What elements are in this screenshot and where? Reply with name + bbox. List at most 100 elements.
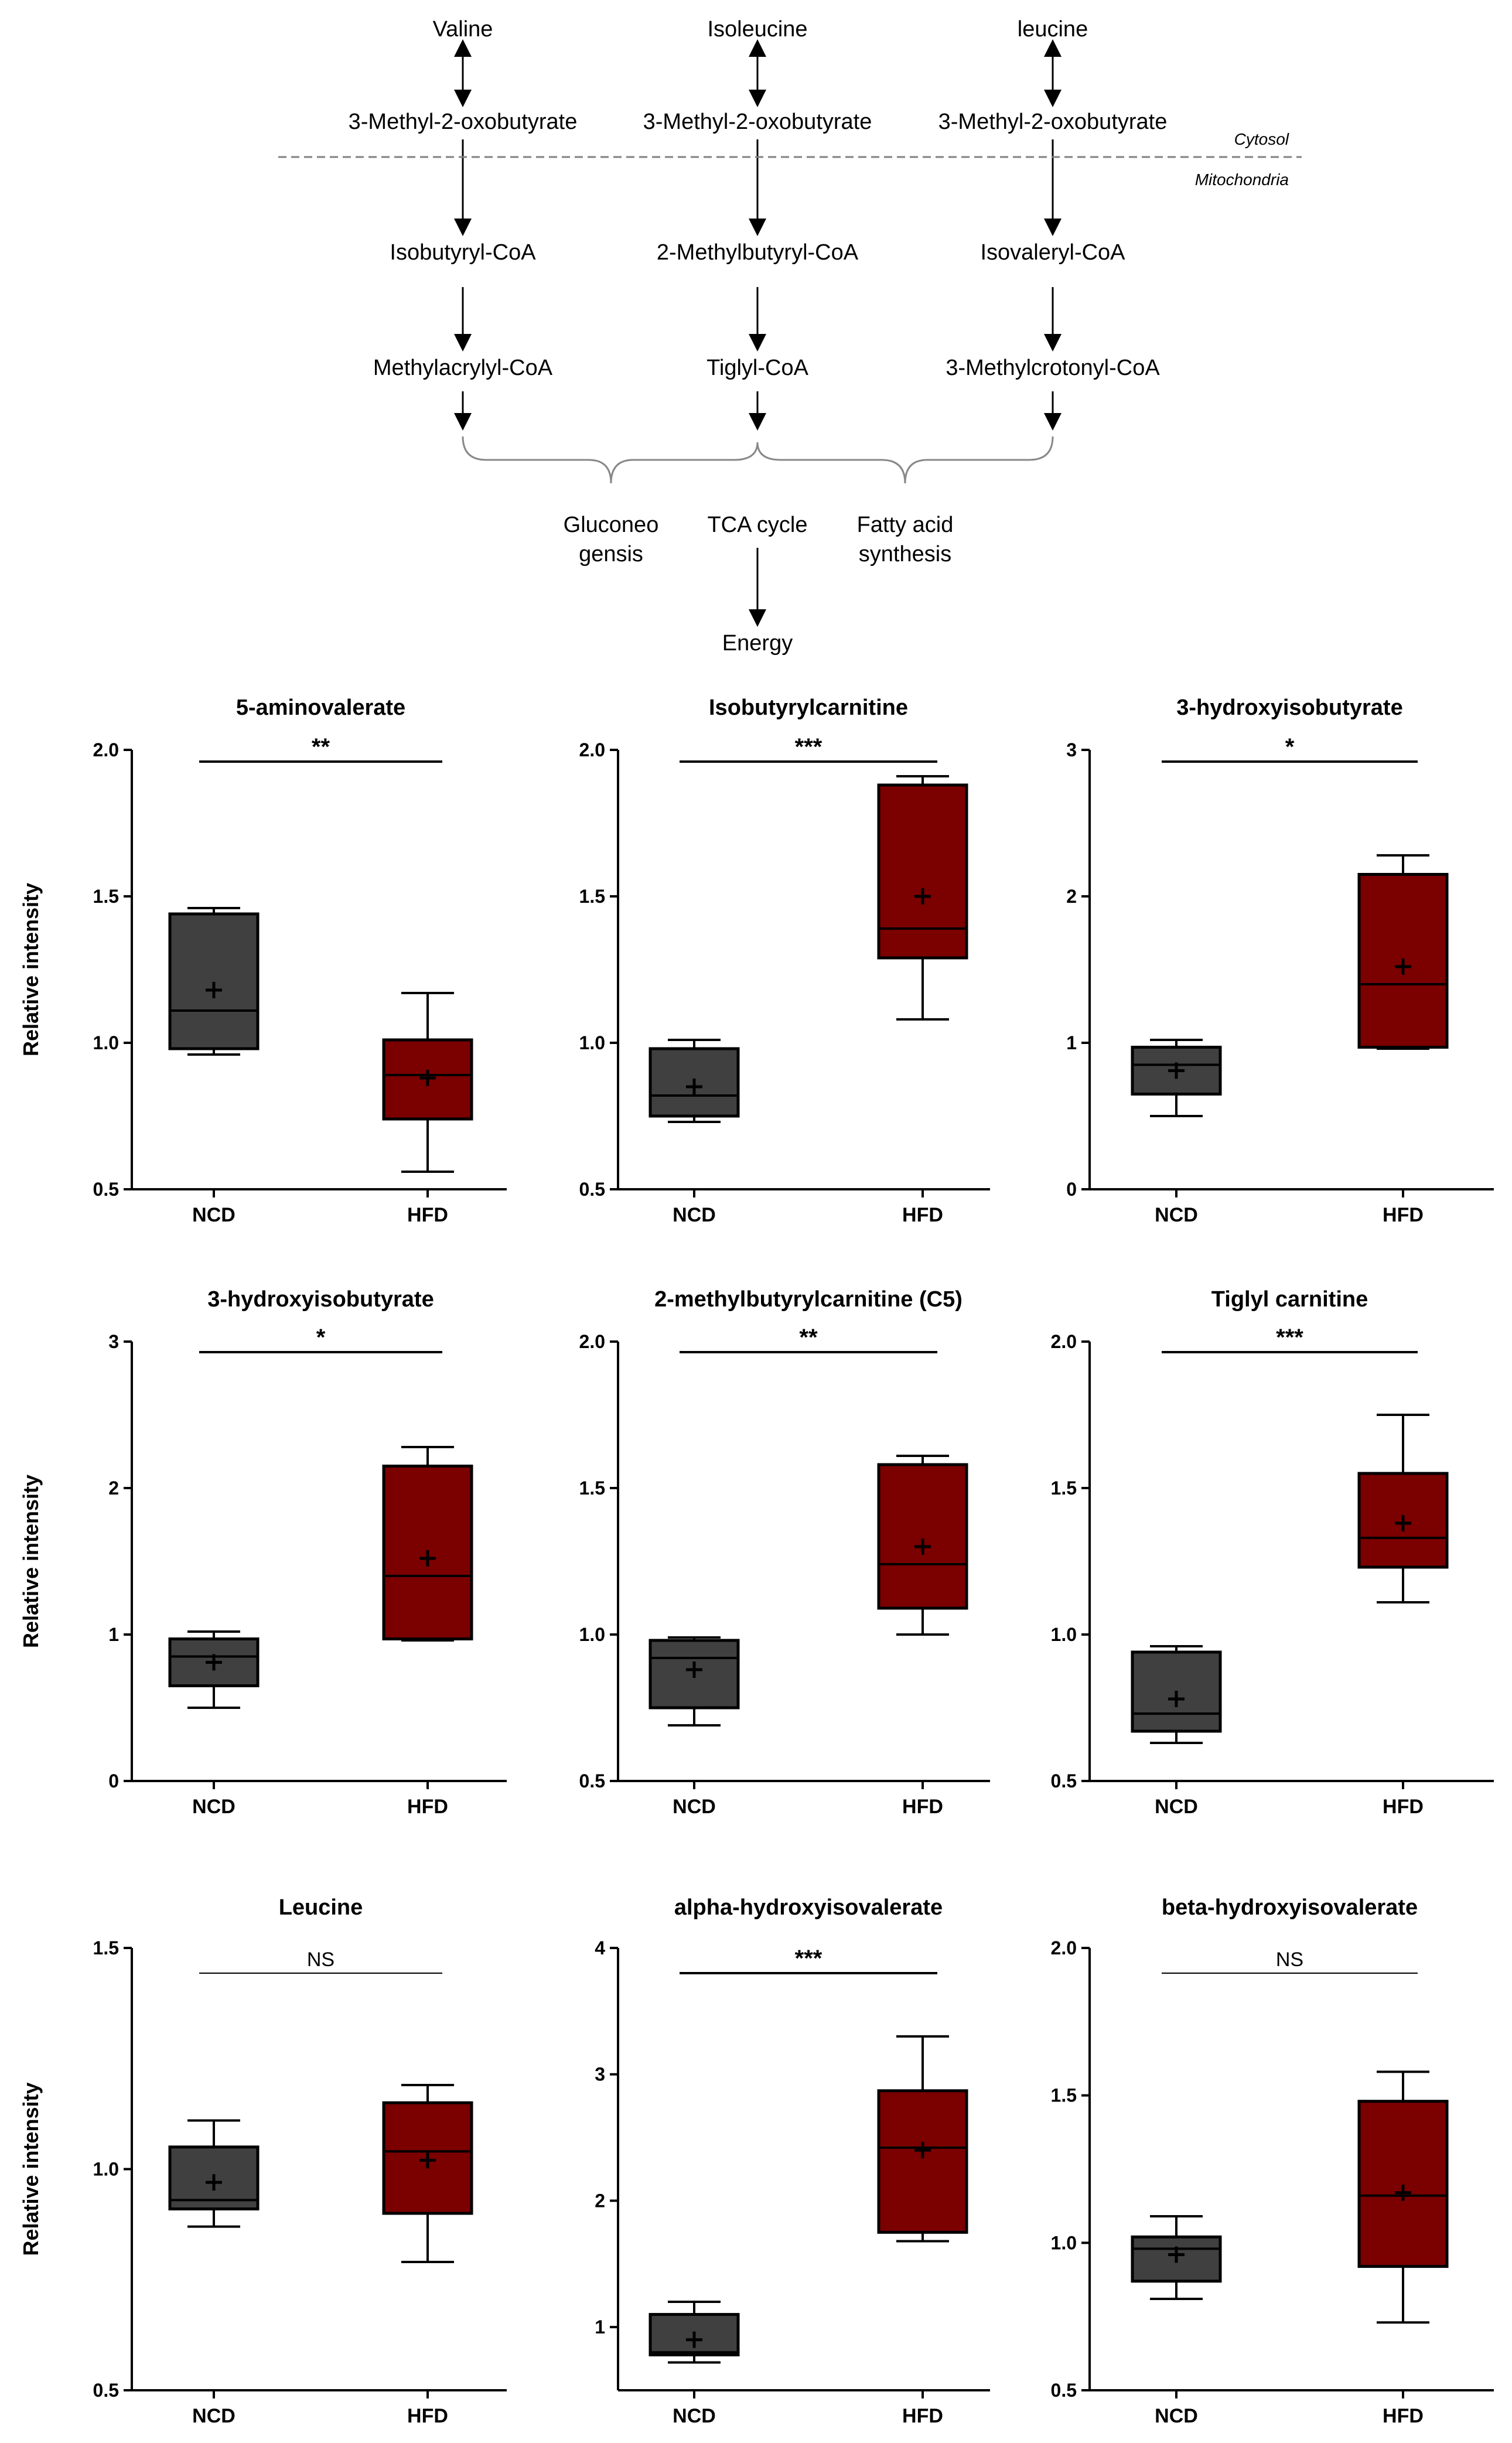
- y-tick-label: 2.0: [1051, 1937, 1077, 1959]
- x-tick-label: HFD: [407, 2405, 448, 2427]
- y-tick-label: 1.5: [1051, 1478, 1077, 1499]
- y-tick-label: 1: [1066, 1032, 1077, 1053]
- y-tick-label: 2.0: [1051, 1331, 1077, 1352]
- significance-label: **: [312, 734, 330, 760]
- y-tick-label: 0.5: [93, 1179, 119, 1200]
- y-tick-label: 2: [595, 2190, 605, 2211]
- y-tick-label: 3: [1066, 739, 1077, 760]
- acylcoa-isovaleryl: Isovaleryl-CoA: [980, 240, 1125, 265]
- y-tick-label: 1.0: [579, 1624, 605, 1645]
- y-tick-label: 0.5: [579, 1770, 605, 1792]
- x-tick-label: NCD: [1155, 1204, 1198, 1226]
- enoylcoa-methylcrotonyl: 3-Methylcrotonyl-CoA: [946, 356, 1160, 380]
- x-tick-label: NCD: [1155, 1796, 1198, 1818]
- x-tick-label: HFD: [902, 1796, 943, 1818]
- box: [1357, 1472, 1449, 1569]
- cytosol-label: Cytosol: [1234, 130, 1289, 148]
- x-tick-label: NCD: [192, 1204, 235, 1226]
- chart-title: 3-hydroxyisobutyrate: [1176, 695, 1402, 720]
- chart-title: 2-methylbutyrylcarnitine (C5): [654, 1287, 963, 1312]
- y-tick-label: 1.5: [1051, 2085, 1077, 2106]
- acylcoa-isobutyryl: Isobutyryl-CoA: [390, 240, 536, 265]
- gluconeogenesis-label-line1: Gluconeo: [564, 513, 659, 537]
- tca-cycle-label: TCA cycle: [707, 513, 807, 537]
- x-tick-label: NCD: [192, 2405, 235, 2427]
- y-tick-label: 2: [1066, 886, 1077, 907]
- box: [168, 912, 260, 1050]
- box: [877, 783, 968, 960]
- significance-label: *: [1285, 734, 1295, 760]
- x-tick-label: HFD: [1383, 2405, 1424, 2427]
- y-tick-label: 1.0: [93, 2159, 119, 2180]
- y-tick-label: 1.0: [93, 1032, 119, 1053]
- chart-title: Isobutyrylcarnitine: [709, 695, 908, 720]
- x-tick-label: HFD: [902, 1204, 943, 1226]
- y-tick-label: 1: [595, 2316, 605, 2338]
- boxplot-panel: 3-hydroxyisobutyrate * 0 1 2 3 NCD HFD: [1066, 695, 1494, 1226]
- significance-label: ***: [1276, 1325, 1303, 1350]
- y-tick-label: 2.0: [579, 1331, 605, 1352]
- converging-brace: [462, 436, 1054, 484]
- boxplot-panel: Tiglyl carnitine *** 0.5 1.0 1.5 2.0 NCD HFD: [1051, 1287, 1494, 1818]
- y-axis-title: Relative intensity: [19, 2082, 43, 2256]
- box: [877, 2089, 968, 2234]
- ketoacid-1: 3-Methyl-2-oxobutyrate: [349, 110, 578, 134]
- mitochondria-label: Mitochondria: [1195, 170, 1289, 189]
- enoylcoa-tiglyl: Tiglyl-CoA: [706, 356, 808, 380]
- y-tick-label: 3: [108, 1331, 119, 1352]
- y-tick-label: 1.5: [93, 886, 119, 907]
- boxplot-panel: alpha-hydroxyisovalerate *** 1 2 3 4 NCD HFD: [595, 1895, 990, 2427]
- aminoacid-leucine: leucine: [1018, 17, 1088, 42]
- chart-title: alpha-hydroxyisovalerate: [674, 1895, 943, 1920]
- enoylcoa-methylacrylyl: Methylacrylyl-CoA: [373, 356, 553, 380]
- boxplot-panel: Leucine NS 0.5 1.0 1.5 NCD HFD Relative intensi…: [19, 1895, 507, 2427]
- ketoacid-3: 3-Methyl-2-oxobutyrate: [938, 110, 1168, 134]
- y-tick-label: 0: [1066, 1179, 1077, 1200]
- x-tick-label: NCD: [673, 2405, 716, 2427]
- y-axis-title: Relative intensity: [19, 1475, 43, 1648]
- box: [877, 1463, 968, 1610]
- significance-label: NS: [1276, 1949, 1303, 1971]
- y-axis-title: Relative intensity: [19, 883, 43, 1056]
- x-tick-label: NCD: [673, 1204, 716, 1226]
- gluconeogenesis-label-line2: gensis: [579, 542, 643, 567]
- significance-label: *: [316, 1325, 326, 1350]
- aminoacid-valine: Valine: [433, 17, 493, 42]
- y-tick-label: 1.5: [579, 886, 605, 907]
- significance-label: NS: [307, 1949, 335, 1971]
- chart-title: 3-hydroxyisobutyrate: [207, 1287, 434, 1312]
- box: [168, 2145, 260, 2210]
- chart-title: 5-aminovalerate: [236, 695, 405, 720]
- y-tick-label: 1: [108, 1624, 119, 1645]
- chart-title: Tiglyl carnitine: [1211, 1287, 1368, 1312]
- y-tick-label: 0.5: [1051, 2380, 1077, 2401]
- fatty-acid-label-line1: Fatty acid: [857, 513, 954, 537]
- x-tick-label: HFD: [902, 2405, 943, 2427]
- boxplot-panel: beta-hydroxyisovalerate NS 0.5 1.0 1.5 2.0 NCD…: [1051, 1895, 1494, 2427]
- energy-label: Energy: [722, 631, 793, 656]
- x-tick-label: HFD: [407, 1796, 448, 1818]
- box: [1357, 2100, 1449, 2268]
- x-tick-label: HFD: [1383, 1796, 1424, 1818]
- y-tick-label: 1.5: [579, 1478, 605, 1499]
- significance-label: ***: [795, 734, 822, 760]
- boxplot-panel: 5-aminovalerate ** 0.5 1.0 1.5 2.0 NCD HFD Relat…: [19, 695, 507, 1226]
- y-tick-label: 3: [595, 2064, 605, 2085]
- y-tick-label: 1.5: [93, 1937, 119, 1959]
- boxplot-panel: 3-hydroxyisobutyrate * 0 1 2 3 NCD HFD Relative …: [19, 1287, 507, 1818]
- pathway-diagram: Valine 3-Methyl-2-oxobutyrate Isobutyryl…: [278, 17, 1302, 656]
- significance-label: ***: [795, 1946, 822, 1971]
- y-tick-label: 2.0: [93, 739, 119, 760]
- y-tick-label: 4: [595, 1937, 605, 1959]
- x-tick-label: HFD: [1383, 1204, 1424, 1226]
- y-tick-label: 2.0: [579, 739, 605, 760]
- y-tick-label: 2: [108, 1478, 119, 1499]
- acylcoa-methylbutyryl: 2-Methylbutyryl-CoA: [657, 240, 859, 265]
- chart-title: Leucine: [279, 1895, 363, 1920]
- x-tick-label: NCD: [192, 1796, 235, 1818]
- boxplot-panel: 2-methylbutyrylcarnitine (C5) ** 0.5 1.0 1.5…: [579, 1287, 990, 1818]
- boxplot-panel: Isobutyrylcarnitine *** 0.5 1.0 1.5 2.0 NCD HFD: [579, 695, 990, 1226]
- y-tick-label: 0.5: [1051, 1770, 1077, 1792]
